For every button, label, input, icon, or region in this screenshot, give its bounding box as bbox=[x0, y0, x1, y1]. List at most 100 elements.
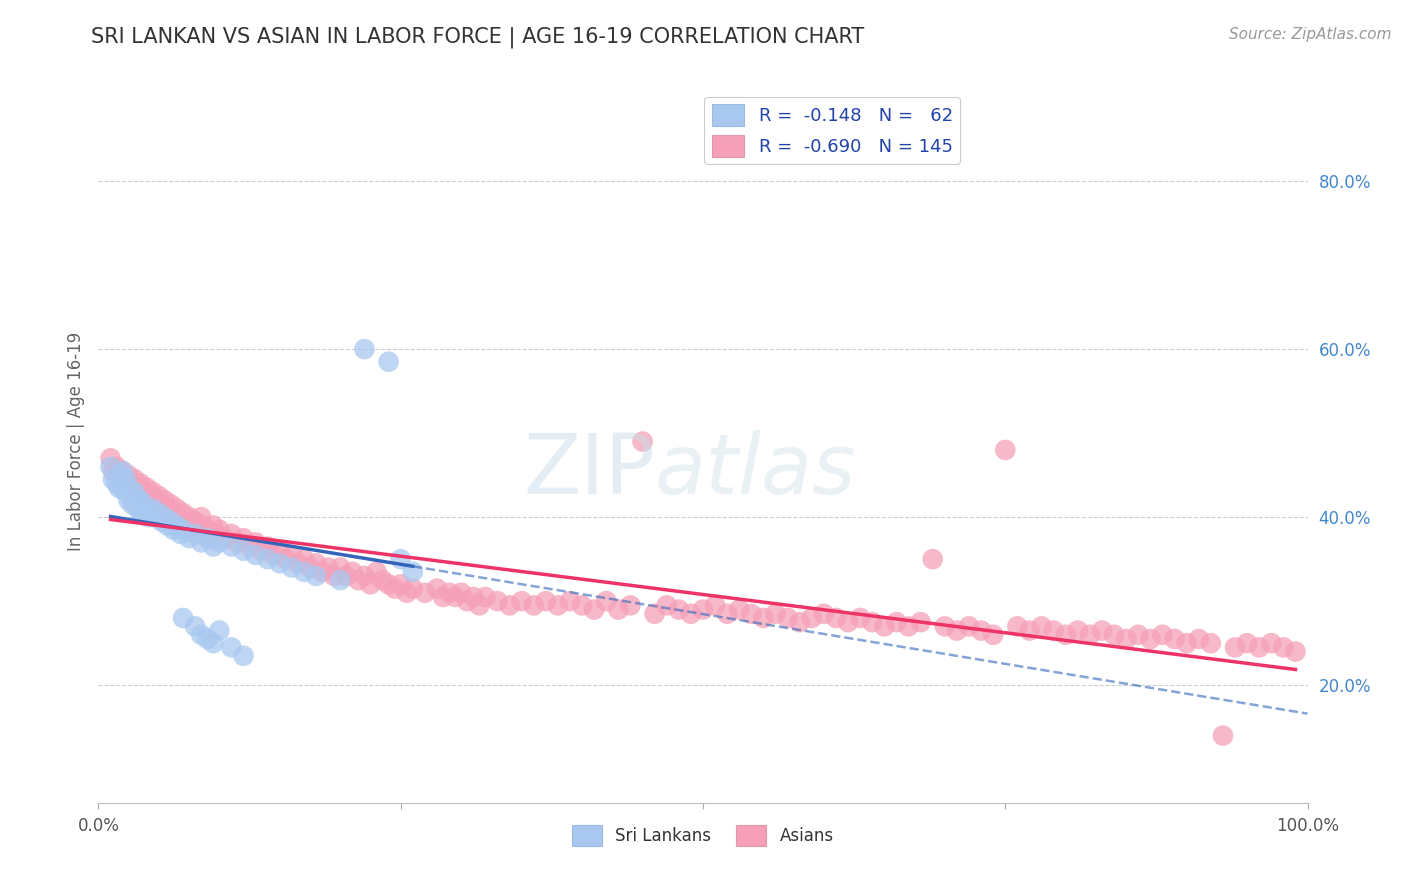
Point bbox=[1054, 628, 1077, 642]
Point bbox=[108, 468, 131, 483]
Point bbox=[571, 599, 593, 613]
Point bbox=[595, 594, 617, 608]
Point bbox=[1199, 636, 1222, 650]
Point bbox=[463, 590, 485, 604]
Point bbox=[1067, 624, 1090, 638]
Point bbox=[1284, 644, 1306, 658]
Point bbox=[360, 577, 382, 591]
Point bbox=[169, 527, 191, 541]
Point bbox=[120, 489, 142, 503]
Point bbox=[1128, 628, 1150, 642]
Point bbox=[108, 481, 131, 495]
Point bbox=[1102, 628, 1125, 642]
Point bbox=[221, 527, 243, 541]
Point bbox=[752, 611, 775, 625]
Point bbox=[377, 577, 399, 591]
Point bbox=[156, 518, 179, 533]
Point bbox=[389, 552, 412, 566]
Point bbox=[825, 611, 848, 625]
Point bbox=[204, 527, 226, 541]
Point bbox=[292, 565, 315, 579]
Point bbox=[1188, 632, 1211, 646]
Point bbox=[269, 557, 291, 571]
Point bbox=[143, 493, 166, 508]
Point bbox=[166, 518, 188, 533]
Point bbox=[111, 476, 134, 491]
Point bbox=[897, 619, 920, 633]
Point bbox=[156, 501, 179, 516]
Point bbox=[101, 464, 124, 478]
Point bbox=[631, 434, 654, 449]
Point bbox=[1175, 636, 1198, 650]
Point bbox=[187, 523, 209, 537]
Point bbox=[716, 607, 738, 621]
Point bbox=[311, 565, 333, 579]
Point bbox=[105, 459, 128, 474]
Point bbox=[366, 565, 388, 579]
Point bbox=[118, 468, 141, 483]
Point bbox=[148, 489, 170, 503]
Point bbox=[342, 565, 364, 579]
Point bbox=[873, 619, 896, 633]
Point bbox=[1115, 632, 1137, 646]
Point bbox=[169, 510, 191, 524]
Point bbox=[849, 611, 872, 625]
Point bbox=[921, 552, 943, 566]
Point bbox=[134, 506, 156, 520]
Point bbox=[644, 607, 666, 621]
Point bbox=[232, 648, 254, 663]
Point bbox=[498, 599, 520, 613]
Point bbox=[120, 476, 142, 491]
Point bbox=[1212, 729, 1234, 743]
Point bbox=[127, 501, 149, 516]
Point bbox=[1260, 636, 1282, 650]
Point bbox=[287, 557, 309, 571]
Point bbox=[132, 498, 155, 512]
Text: ZIP: ZIP bbox=[523, 430, 655, 511]
Point bbox=[474, 590, 496, 604]
Point bbox=[100, 451, 122, 466]
Point bbox=[281, 548, 304, 562]
Point bbox=[413, 586, 436, 600]
Point bbox=[139, 506, 162, 520]
Legend: Sri Lankans, Asians: Sri Lankans, Asians bbox=[565, 819, 841, 852]
Point bbox=[193, 518, 215, 533]
Point bbox=[305, 557, 328, 571]
Point bbox=[1272, 640, 1295, 655]
Point bbox=[384, 582, 406, 596]
Point bbox=[860, 615, 883, 630]
Point bbox=[148, 506, 170, 520]
Point bbox=[1236, 636, 1258, 650]
Point bbox=[583, 602, 606, 616]
Point bbox=[195, 523, 218, 537]
Point bbox=[226, 535, 249, 549]
Point bbox=[934, 619, 956, 633]
Point bbox=[245, 548, 267, 562]
Point bbox=[111, 464, 134, 478]
Point bbox=[208, 523, 231, 537]
Point bbox=[323, 569, 346, 583]
Point bbox=[946, 624, 969, 638]
Point bbox=[100, 459, 122, 474]
Point bbox=[114, 485, 136, 500]
Point bbox=[1223, 640, 1246, 655]
Point bbox=[353, 342, 375, 356]
Point bbox=[172, 506, 194, 520]
Point bbox=[121, 498, 143, 512]
Text: atlas: atlas bbox=[655, 430, 856, 511]
Point bbox=[1249, 640, 1271, 655]
Point bbox=[523, 599, 546, 613]
Text: Source: ZipAtlas.com: Source: ZipAtlas.com bbox=[1229, 27, 1392, 42]
Point bbox=[214, 531, 236, 545]
Point bbox=[813, 607, 835, 621]
Point bbox=[740, 607, 762, 621]
Point bbox=[263, 548, 285, 562]
Point bbox=[172, 611, 194, 625]
Point bbox=[162, 523, 184, 537]
Point bbox=[728, 602, 751, 616]
Point bbox=[208, 535, 231, 549]
Point bbox=[269, 543, 291, 558]
Text: SRI LANKAN VS ASIAN IN LABOR FORCE | AGE 16-19 CORRELATION CHART: SRI LANKAN VS ASIAN IN LABOR FORCE | AGE… bbox=[91, 27, 865, 48]
Point bbox=[510, 594, 533, 608]
Point bbox=[127, 498, 149, 512]
